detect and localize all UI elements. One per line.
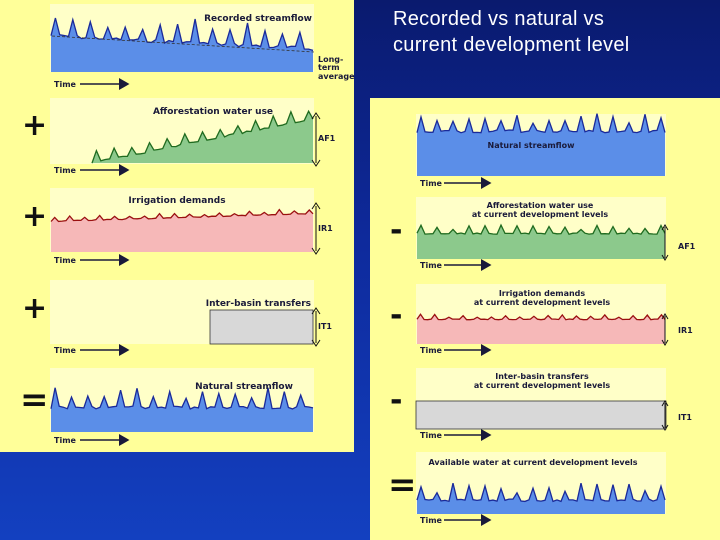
plus-operator: + bbox=[22, 199, 47, 234]
minus-operator: - bbox=[390, 298, 402, 333]
it1-marker: IT1 bbox=[318, 322, 332, 331]
r-irrigation-area bbox=[417, 314, 665, 344]
irrigation-area bbox=[51, 209, 313, 252]
recorded-streamflow-label: Recorded streamflow bbox=[204, 14, 312, 24]
recorded-streamflow-area bbox=[51, 18, 313, 72]
r-irrigation-label-2: at current development levels bbox=[474, 298, 610, 307]
afforestation-line bbox=[91, 109, 314, 164]
long-term-label-3: average bbox=[318, 72, 355, 81]
r-available-water-line bbox=[416, 483, 666, 503]
r-af1-marker: AF1 bbox=[678, 242, 696, 251]
r-transfers-label-1: Inter-basin transfers bbox=[495, 372, 589, 381]
irrigation-line bbox=[50, 208, 314, 223]
ir1-marker: IR1 bbox=[318, 224, 333, 233]
r-natural-streamflow-line bbox=[416, 113, 666, 134]
r-ir1-marker: IR1 bbox=[678, 326, 693, 335]
minus-operator: - bbox=[390, 383, 402, 418]
r-afforestation-line bbox=[416, 223, 666, 235]
ir1-bracket-arrowheads bbox=[311, 202, 321, 255]
r-available-water-label: Available water at current development l… bbox=[428, 458, 637, 467]
time-label: Time bbox=[420, 179, 443, 188]
r-irrigation-line bbox=[416, 313, 666, 321]
time-label: Time bbox=[54, 166, 77, 175]
afforestation-area bbox=[92, 111, 313, 164]
r-natural-streamflow-label: Natural streamflow bbox=[488, 141, 576, 150]
r-transfers-label-2: at current development levels bbox=[474, 381, 610, 390]
transfers-label: Inter-basin transfers bbox=[206, 299, 311, 309]
time-label: Time bbox=[54, 436, 77, 445]
time-label: Time bbox=[54, 346, 77, 355]
time-label: Time bbox=[54, 80, 77, 89]
irrigation-label: Irrigation demands bbox=[128, 196, 225, 206]
title-line-1: Recorded vs natural vs bbox=[393, 8, 605, 30]
af1-marker: AF1 bbox=[318, 134, 336, 143]
r-af1-bracket-arrowheads bbox=[661, 224, 669, 261]
r-natural-streamflow-area bbox=[417, 113, 665, 176]
r-available-water-area bbox=[417, 483, 665, 514]
r-afforestation-label-1: Afforestation water use bbox=[487, 201, 594, 210]
it1-bracket-arrowheads bbox=[311, 307, 321, 347]
r-it1-bracket-arrowheads bbox=[661, 400, 669, 431]
time-label: Time bbox=[54, 256, 77, 265]
r-ir1-bracket-arrowheads bbox=[661, 313, 669, 346]
r-it1-marker: IT1 bbox=[678, 413, 692, 422]
time-label: Time bbox=[420, 431, 443, 440]
afforestation-label: Afforestation water use bbox=[153, 107, 273, 117]
r-transfers-block bbox=[415, 400, 667, 430]
long-term-average-line bbox=[51, 35, 315, 53]
time-label: Time bbox=[420, 346, 443, 355]
plus-operator: + bbox=[22, 108, 47, 143]
time-label: Time bbox=[420, 516, 443, 525]
plus-operator: + bbox=[22, 291, 47, 326]
minus-operator: - bbox=[390, 213, 402, 248]
r-irrigation-label-1: Irrigation demands bbox=[499, 289, 586, 298]
natural-streamflow-line bbox=[50, 387, 314, 410]
recorded-streamflow-line bbox=[50, 17, 314, 52]
af1-bracket-arrowheads bbox=[311, 112, 321, 167]
time-label: Time bbox=[420, 261, 443, 270]
r-afforestation-label-2: at current development levels bbox=[472, 210, 608, 219]
transfers-block bbox=[209, 309, 314, 345]
equals-operator: = bbox=[388, 465, 417, 505]
natural-streamflow-area bbox=[51, 387, 313, 432]
natural-streamflow-label: Natural streamflow bbox=[195, 382, 293, 392]
equals-operator: = bbox=[20, 380, 49, 420]
title-line-2: current development level bbox=[393, 34, 630, 56]
long-term-label-2: term bbox=[318, 63, 340, 72]
long-term-label-1: Long- bbox=[318, 55, 343, 64]
slide-title: Recorded vs natural vs current developme… bbox=[393, 6, 713, 58]
